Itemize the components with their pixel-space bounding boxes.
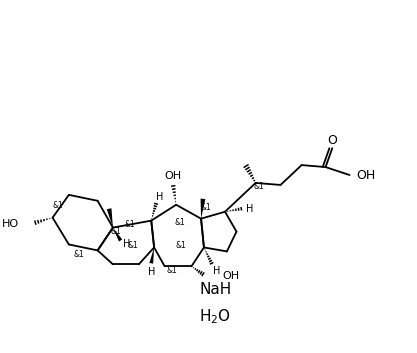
Polygon shape — [201, 199, 205, 219]
Text: H: H — [246, 204, 254, 214]
Text: OH: OH — [222, 271, 239, 281]
Text: &1: &1 — [73, 250, 84, 259]
Text: &1: &1 — [167, 266, 178, 275]
Polygon shape — [149, 247, 154, 264]
Text: &1: &1 — [175, 218, 185, 227]
Text: H: H — [156, 192, 163, 202]
Polygon shape — [107, 208, 113, 228]
Text: &1: &1 — [125, 220, 136, 229]
Text: &1: &1 — [253, 183, 264, 191]
Polygon shape — [113, 228, 122, 241]
Text: OH: OH — [165, 171, 182, 181]
Text: H: H — [213, 266, 220, 276]
Text: H$_2$O: H$_2$O — [199, 307, 231, 326]
Text: HO: HO — [2, 219, 19, 229]
Text: H: H — [123, 239, 130, 250]
Text: &1: &1 — [176, 241, 186, 250]
Text: &1: &1 — [128, 241, 138, 250]
Text: O: O — [327, 134, 337, 147]
Text: &1: &1 — [201, 203, 211, 212]
Text: OH: OH — [356, 168, 375, 181]
Text: &1: &1 — [111, 227, 121, 236]
Text: H: H — [148, 267, 155, 277]
Text: NaH: NaH — [199, 282, 231, 297]
Text: &1: &1 — [52, 201, 63, 210]
